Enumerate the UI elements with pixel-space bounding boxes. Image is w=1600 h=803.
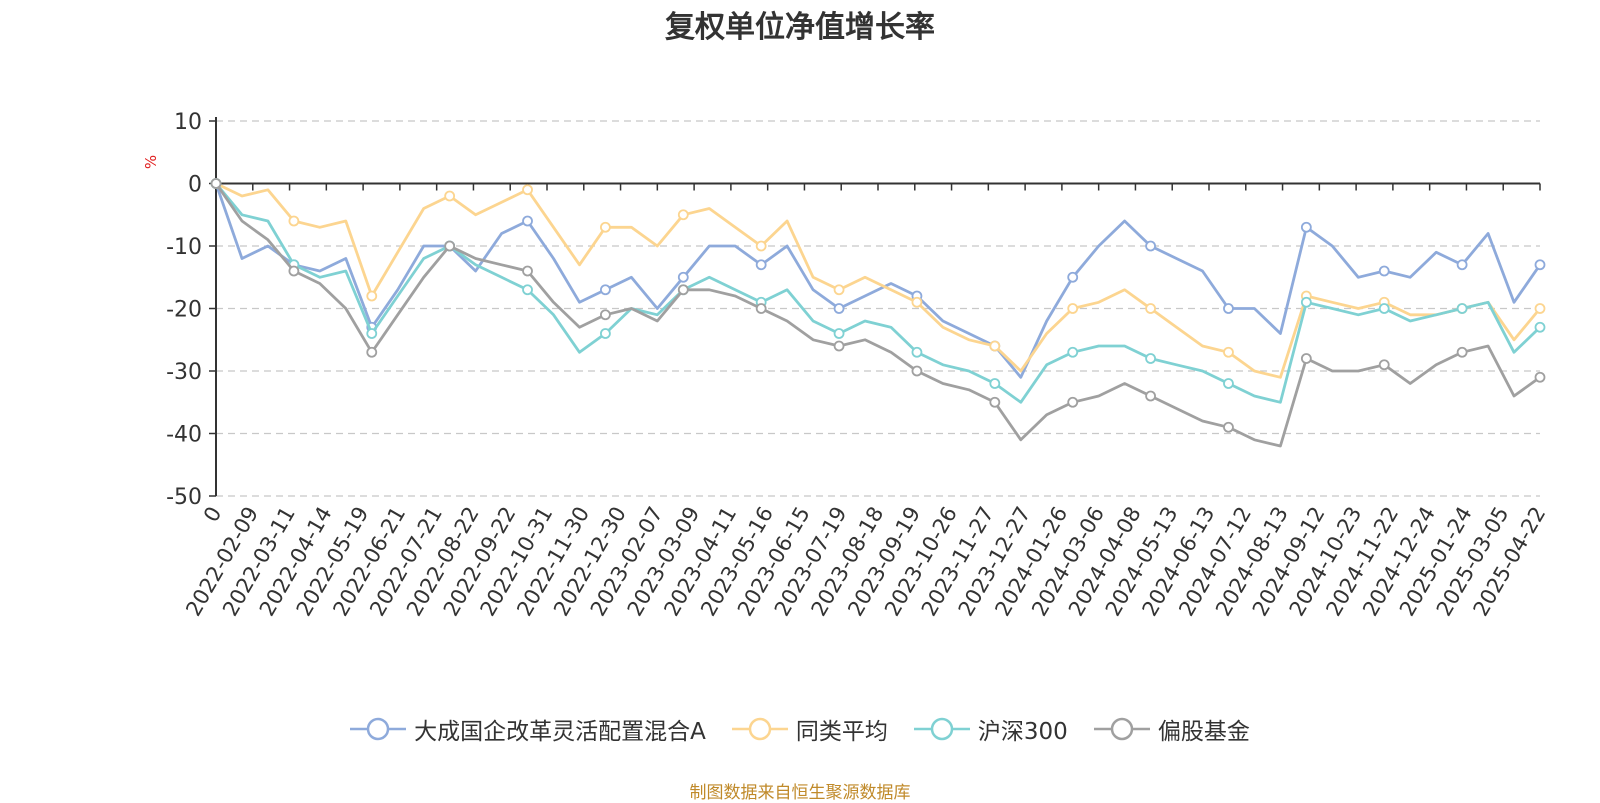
- data-point: [366, 290, 378, 302]
- legend-item[interactable]: 同类平均: [731, 712, 888, 746]
- data-point: [288, 265, 300, 277]
- data-point: [1067, 346, 1079, 358]
- data-point: [833, 340, 845, 352]
- data-point: [1223, 303, 1234, 314]
- legend-item[interactable]: 偏股基金: [1093, 712, 1250, 746]
- legend-line-circle-icon: [350, 717, 407, 741]
- data-point: [1534, 321, 1546, 333]
- data-point: [600, 309, 611, 321]
- data-point: [522, 265, 533, 277]
- data-point: [522, 284, 533, 296]
- data-point: [1223, 378, 1234, 389]
- data-point: [444, 190, 456, 202]
- data-point: [600, 284, 611, 296]
- data-point: [755, 240, 767, 252]
- series-path: [214, 183, 1542, 379]
- y-tick-label: -30: [166, 360, 202, 385]
- axes: 100-10-20-30-40-5002022-02-092022-03-112…: [166, 110, 1550, 620]
- data-point: [755, 259, 767, 271]
- data-point: [600, 221, 611, 233]
- legend-label: 同类平均: [795, 719, 888, 745]
- data-point: [1534, 371, 1546, 383]
- data-point: [1067, 396, 1079, 408]
- data-point: [1456, 346, 1468, 358]
- data-point: [444, 240, 456, 252]
- data-point: [911, 296, 923, 308]
- y-tick-label: 10: [174, 110, 202, 135]
- data-point: [1145, 303, 1156, 314]
- data-point: [210, 178, 222, 189]
- y-tick-label: -40: [166, 423, 202, 448]
- data-point: [989, 340, 1001, 352]
- y-axis-unit-label: %: [142, 155, 160, 169]
- data-point: [1456, 303, 1468, 314]
- data-point: [677, 271, 689, 283]
- data-point: [1378, 359, 1390, 371]
- legend-label: 大成国企改革灵活配置混合A: [414, 719, 706, 745]
- data-point: [833, 303, 845, 314]
- data-point: [1067, 303, 1079, 314]
- y-tick-label: -20: [166, 298, 202, 323]
- data-point: [522, 184, 533, 196]
- data-point: [1145, 353, 1156, 364]
- data-point: [1378, 265, 1390, 277]
- data-point: [1223, 421, 1234, 433]
- chart-legend: 大成国企改革灵活配置混合A 同类平均 沪深300 偏股基金: [0, 712, 1600, 746]
- data-point: [677, 209, 689, 221]
- data-point: [1300, 296, 1312, 308]
- legend-label: 偏股基金: [1157, 719, 1250, 745]
- data-point: [1223, 346, 1234, 358]
- data-point: [1378, 303, 1390, 314]
- data-point: [1534, 303, 1546, 314]
- data-point: [989, 396, 1001, 408]
- data-point: [911, 365, 923, 377]
- data-point: [366, 328, 378, 339]
- gridlines: [216, 120, 1540, 497]
- legend-label: 沪深300: [977, 719, 1068, 745]
- data-point: [600, 328, 611, 339]
- data-point: [989, 378, 1001, 389]
- data-point: [1456, 259, 1468, 271]
- data-point: [911, 346, 923, 358]
- data-point: [677, 284, 689, 296]
- data-point: [1067, 271, 1079, 283]
- legend-item[interactable]: 大成国企改革灵活配置混合A: [350, 712, 706, 746]
- source-note: 制图数据来自恒生聚源数据库: [689, 783, 911, 803]
- series-line: [210, 178, 1546, 448]
- y-tick-label: -50: [166, 485, 202, 510]
- series-line: [210, 178, 1546, 379]
- data-point: [833, 328, 845, 339]
- series-path: [214, 182, 1541, 404]
- legend-item[interactable]: 沪深300: [913, 712, 1068, 746]
- data-point: [288, 215, 300, 227]
- chart-title: 复权单位净值增长率: [665, 10, 935, 45]
- data-point: [522, 215, 533, 227]
- data-point: [366, 346, 378, 358]
- legend-line-circle-icon: [1093, 717, 1150, 741]
- series-line: [210, 178, 1546, 379]
- y-tick-label: 0: [188, 173, 202, 198]
- data-point: [755, 303, 767, 314]
- data-point: [1145, 240, 1156, 252]
- data-point: [1145, 390, 1156, 402]
- data-point: [1300, 221, 1312, 233]
- y-tick-label: -10: [166, 235, 202, 260]
- data-point: [1534, 259, 1546, 271]
- data-point: [1300, 353, 1312, 364]
- series-path: [215, 182, 1542, 379]
- data-point: [833, 284, 845, 296]
- legend-line-circle-icon: [731, 717, 788, 741]
- series-path: [214, 182, 1541, 448]
- x-tick-label: 0: [199, 503, 226, 527]
- series-lines: [210, 178, 1546, 448]
- legend-line-circle-icon: [913, 717, 970, 741]
